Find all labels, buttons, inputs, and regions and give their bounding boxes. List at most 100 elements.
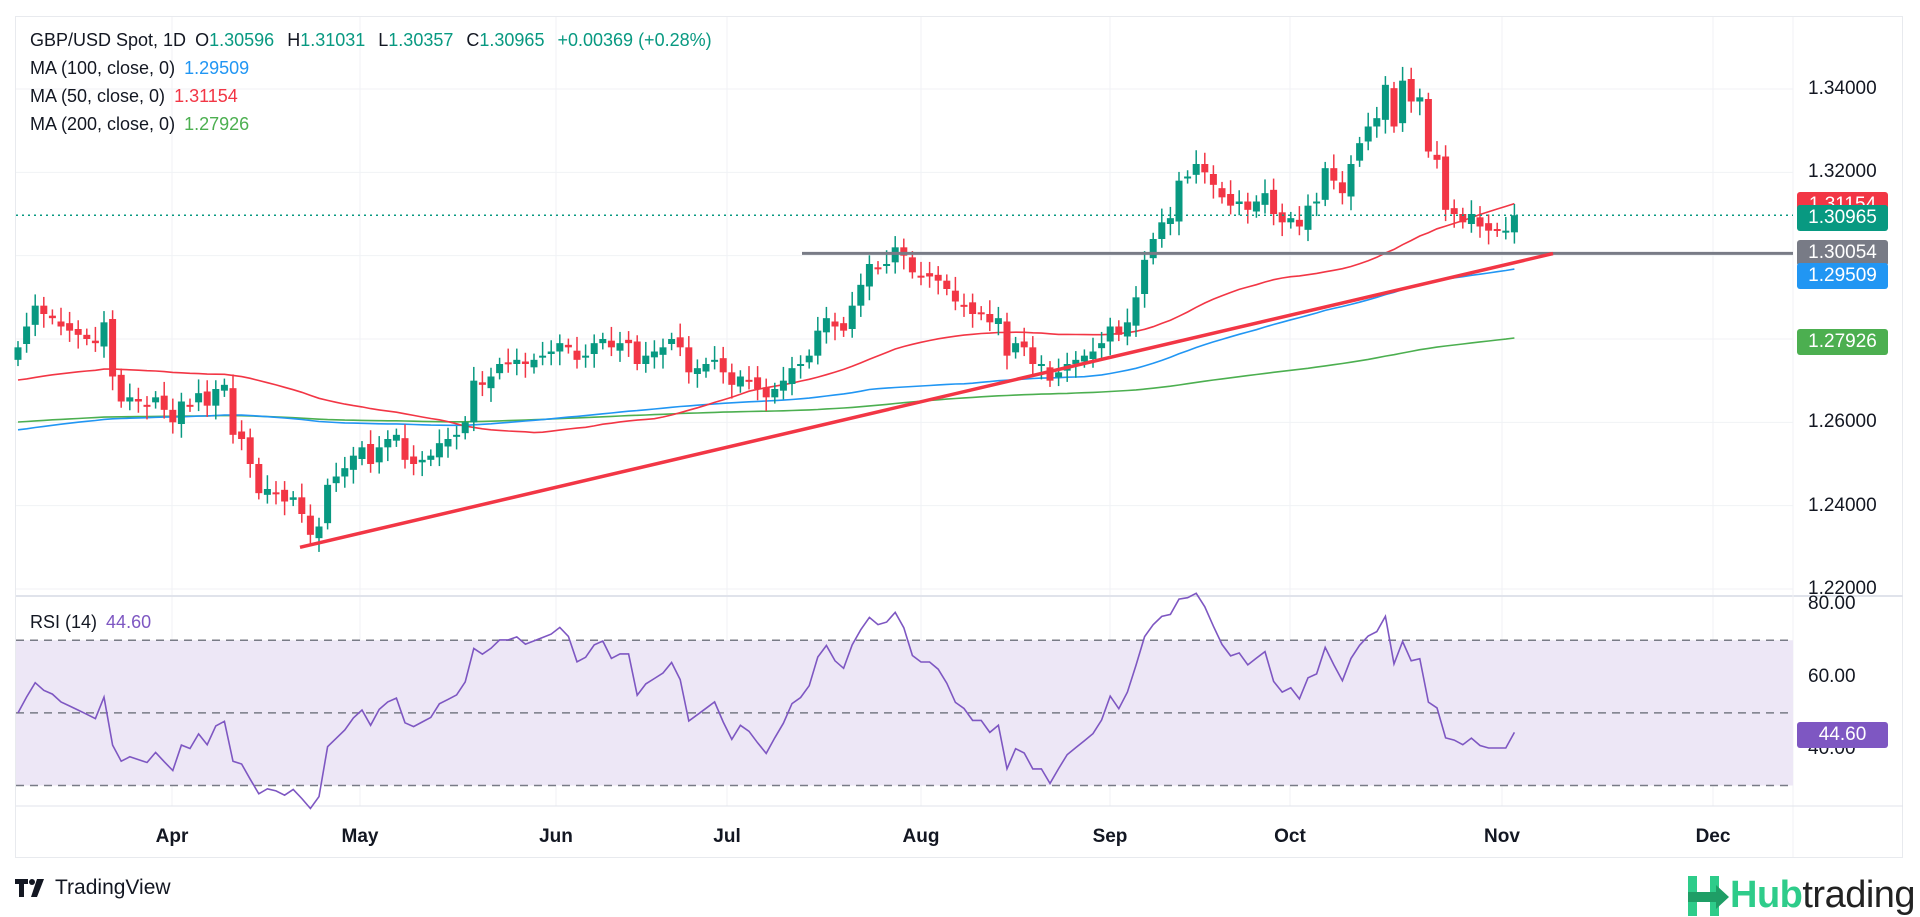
hubtrading-logo: Hub trading (1686, 874, 1916, 917)
candle-body (986, 314, 994, 323)
candle-body (917, 275, 925, 278)
candle-body (435, 443, 443, 458)
high-label: H (287, 30, 301, 50)
candle-body (272, 492, 280, 495)
candle-body (1244, 201, 1252, 210)
candle-body (384, 439, 392, 448)
price-tick-label: 1.32000 (1808, 161, 1877, 183)
candle-body (659, 347, 667, 355)
candle-body (1037, 364, 1045, 366)
candle-body (1390, 88, 1398, 127)
candle-body (1502, 230, 1510, 233)
candle-body (349, 455, 357, 470)
candle-body (1356, 143, 1364, 161)
month-label-jul: Jul (713, 826, 741, 847)
ma50-legend[interactable]: MA (50, close, 0) 1.31154 (30, 86, 242, 107)
candle-body (719, 358, 727, 373)
candle-body (1450, 208, 1458, 214)
candle-body (324, 484, 332, 524)
candle-body (315, 526, 323, 539)
candle-body (392, 434, 400, 441)
candle-body (444, 439, 452, 447)
ma100-legend[interactable]: MA (100, close, 0) 1.29509 (30, 58, 253, 79)
candle-body (728, 372, 736, 385)
candle-body (109, 319, 117, 377)
candle-body (1158, 222, 1166, 239)
candle-body (1467, 214, 1475, 224)
candle-body (1046, 367, 1054, 381)
rsi-tick-label: 60.00 (1808, 665, 1856, 687)
low-value: 1.30357 (388, 30, 454, 50)
ma200-price-tag: 1.27926 (1797, 329, 1888, 356)
price-tick-label: 1.22000 (1808, 578, 1877, 599)
candle-body (255, 464, 263, 494)
candle-body (521, 361, 529, 364)
candle-body (943, 280, 951, 289)
candle-body (487, 376, 495, 389)
month-label-sep: Sep (1092, 826, 1128, 847)
candle-body (1141, 259, 1149, 294)
candle-body (865, 264, 873, 287)
low-label: L (378, 30, 389, 50)
candle-body (969, 302, 977, 314)
candle-body (1089, 351, 1097, 359)
last-price-tag: 1.30965 (1797, 205, 1888, 232)
candle-body (1330, 168, 1338, 181)
candle-body (1106, 326, 1114, 342)
ma200-legend[interactable]: MA (200, close, 0) 1.27926 (30, 114, 253, 135)
candle-body (134, 399, 142, 402)
candle-body (831, 321, 839, 327)
candle-body (160, 395, 168, 410)
candle-body (195, 393, 203, 403)
candle-body (1235, 201, 1243, 204)
candle-body (298, 497, 306, 514)
candle-body (1295, 219, 1303, 227)
candle-body (1098, 343, 1106, 349)
candle-body (504, 362, 512, 365)
candle-body (1149, 239, 1157, 259)
candle-body (1115, 326, 1123, 335)
candle-body (1175, 180, 1183, 222)
candle-body (1192, 164, 1200, 175)
candle-body (453, 434, 461, 437)
candle-body (582, 355, 590, 358)
candle-body (367, 444, 375, 464)
candle-body (814, 330, 822, 356)
candle-body (1304, 205, 1312, 230)
candle-body (117, 374, 125, 402)
candle-body (1218, 188, 1226, 198)
candle-body (229, 388, 237, 435)
month-label-jun: Jun (539, 826, 573, 847)
candle-body (736, 376, 744, 387)
candle-body (14, 347, 22, 360)
candle-body (547, 351, 555, 354)
rsi-tick-label: 80.00 (1808, 593, 1856, 614)
candle-body (410, 456, 418, 464)
high-value: 1.31031 (300, 30, 366, 50)
month-label-nov: Nov (1484, 826, 1520, 847)
ma50-label: MA (50, close, 0) (30, 86, 166, 106)
candle-body (1132, 297, 1140, 326)
candle-body (203, 391, 211, 406)
candle-body (1381, 84, 1389, 120)
candle-body (74, 329, 82, 335)
candle-body (23, 326, 31, 344)
candle-body (246, 437, 254, 464)
ascending-trendline (299, 251, 1554, 550)
price-tick-label: 1.24000 (1808, 494, 1877, 516)
rsi-label: RSI (14) (30, 612, 98, 632)
rsi-legend[interactable]: RSI (14) 44.60 (30, 612, 155, 633)
candle-body (177, 401, 185, 424)
candle-body (539, 355, 547, 358)
candle-body (1029, 347, 1037, 364)
symbol-title[interactable]: GBP/USD Spot, 1D (30, 30, 187, 50)
candle-body (496, 364, 504, 374)
candle-body (762, 387, 770, 398)
candle-body (427, 455, 435, 460)
candle-body (1270, 189, 1278, 214)
hubtrading-text-trading: trading (1802, 874, 1916, 916)
candle-body (358, 447, 366, 459)
month-label-dec: Dec (1695, 826, 1731, 847)
rsi-line (17, 592, 1516, 810)
